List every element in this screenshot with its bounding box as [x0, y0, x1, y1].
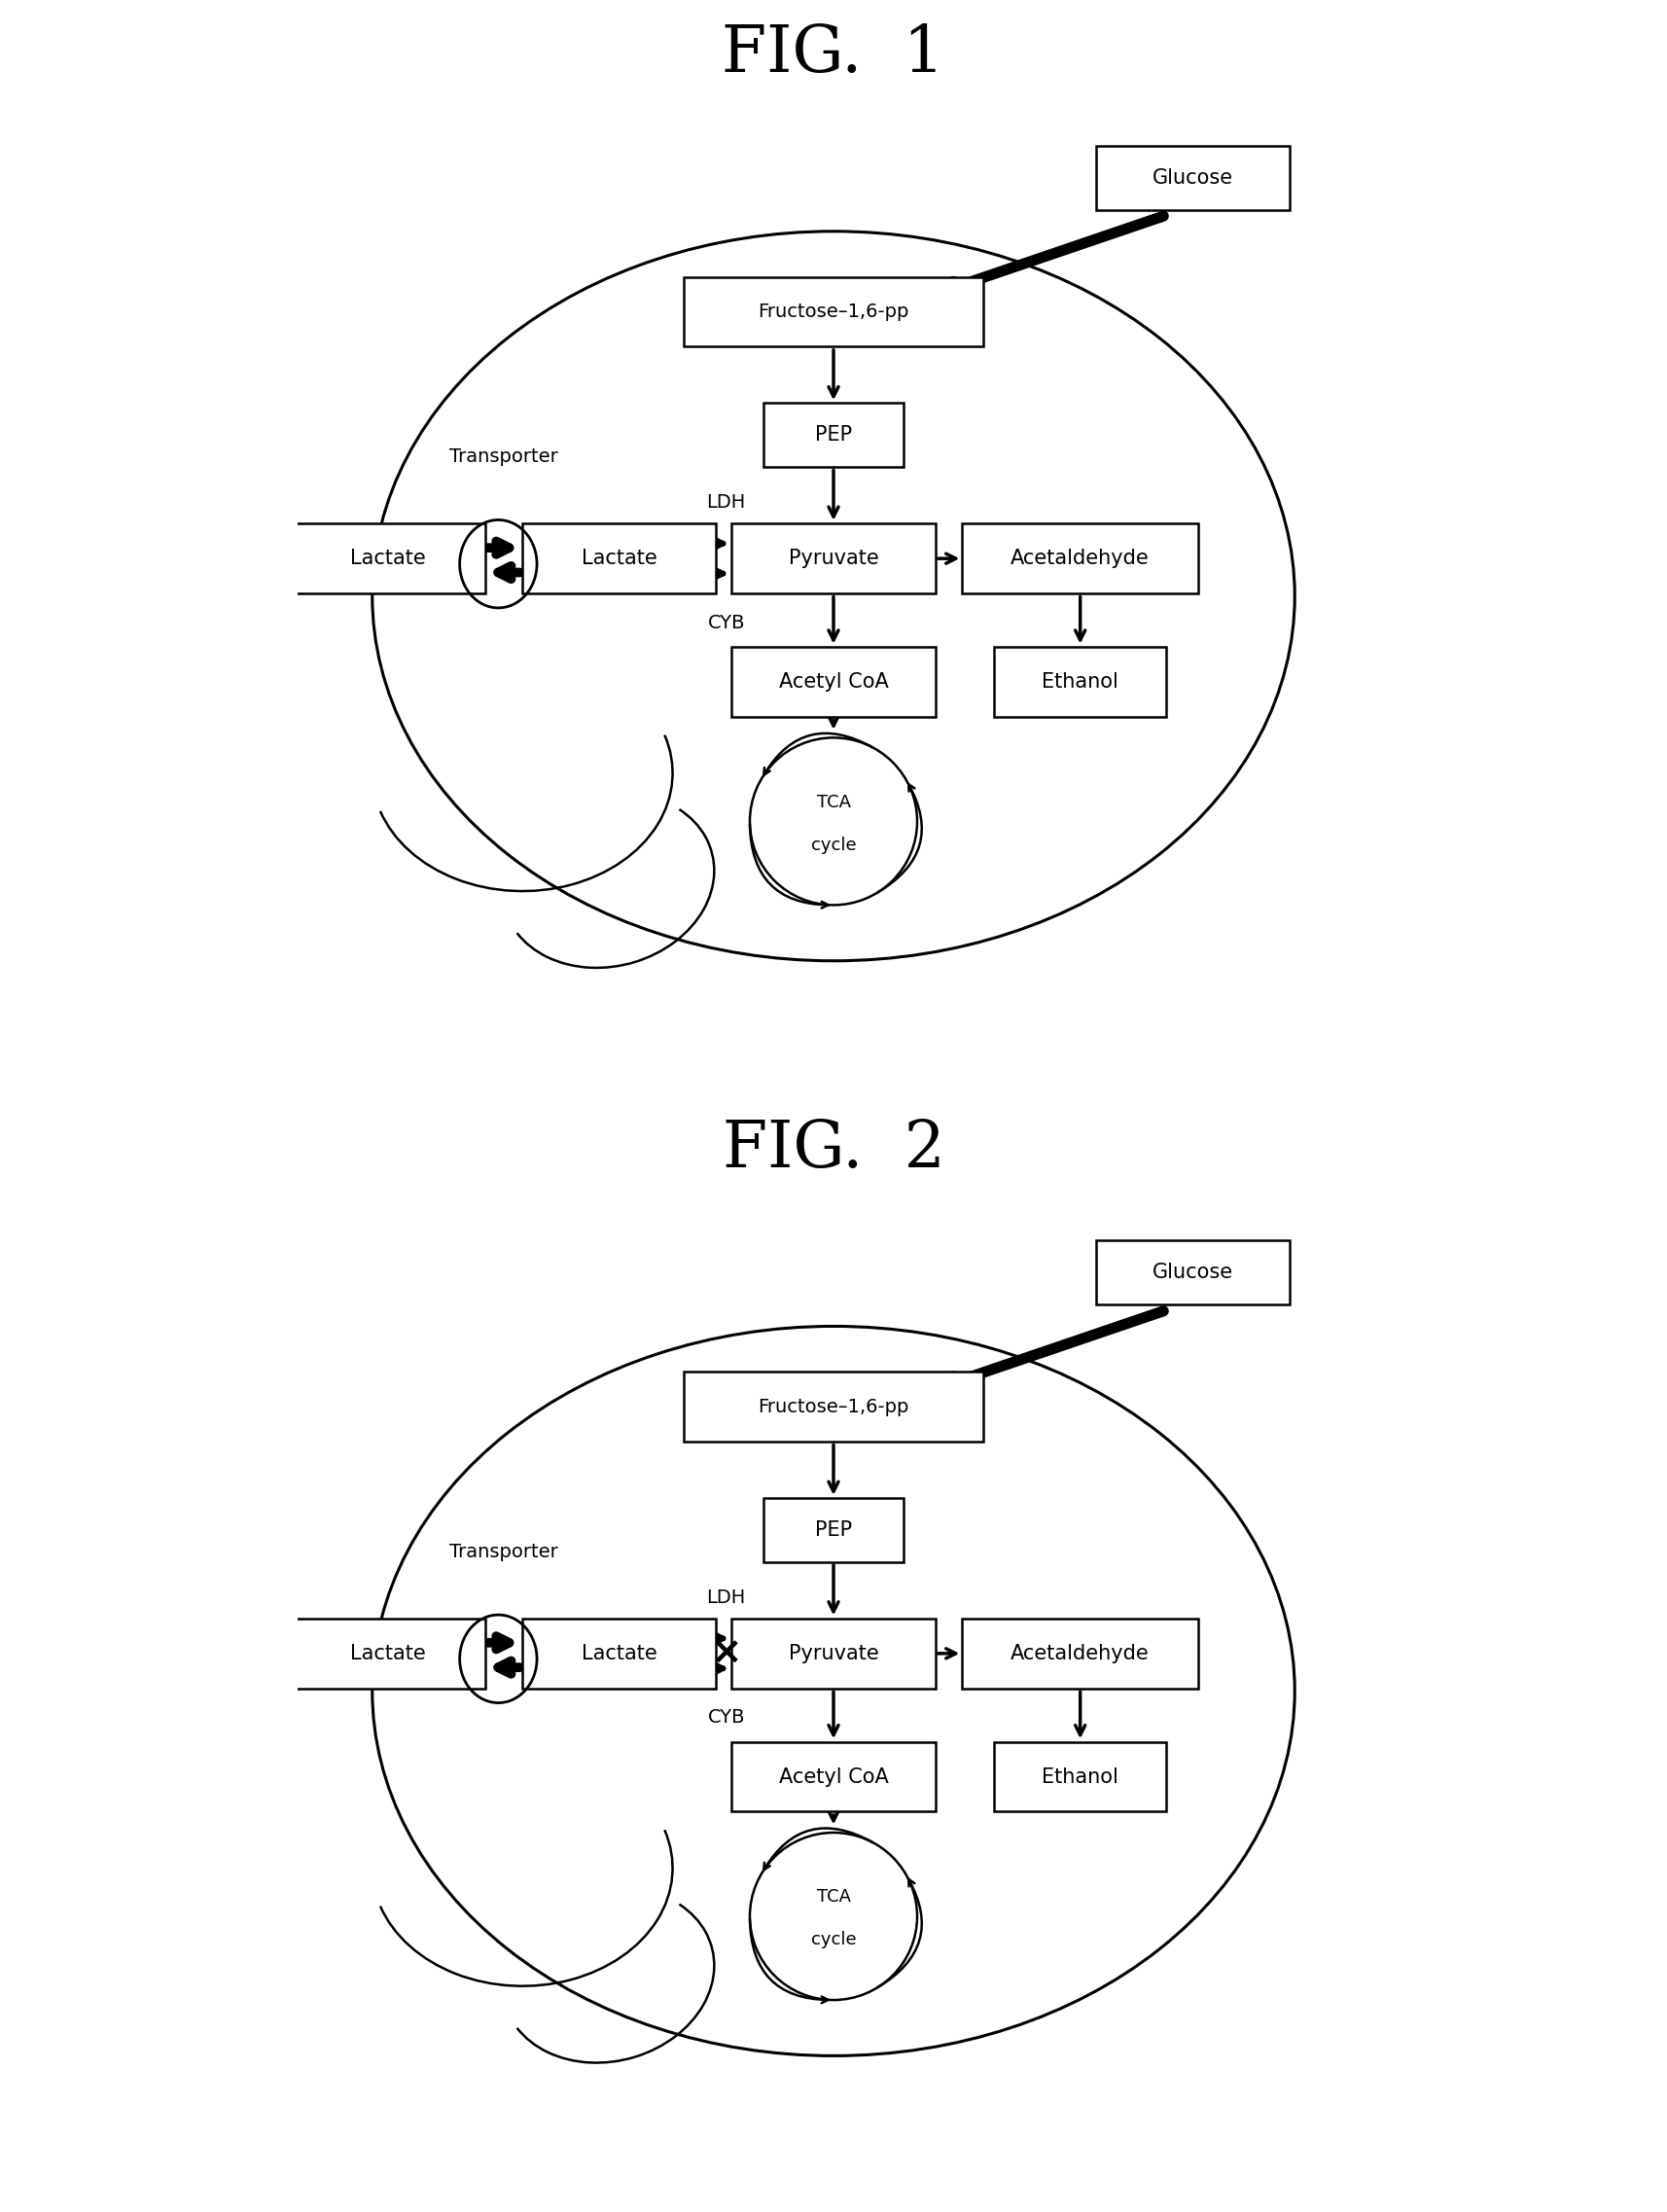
Text: LDH: LDH: [707, 493, 745, 511]
FancyBboxPatch shape: [292, 1619, 485, 1688]
FancyBboxPatch shape: [732, 1743, 935, 1812]
FancyBboxPatch shape: [522, 1619, 715, 1688]
Text: LDH: LDH: [707, 1588, 745, 1606]
FancyBboxPatch shape: [732, 648, 935, 717]
FancyBboxPatch shape: [763, 1498, 904, 1562]
Text: Glucose: Glucose: [1152, 1263, 1234, 1283]
Text: Glucose: Glucose: [1152, 168, 1234, 188]
Text: PEP: PEP: [815, 425, 852, 445]
Text: CYB: CYB: [707, 1708, 745, 1728]
FancyBboxPatch shape: [1097, 1241, 1289, 1305]
Text: Acetyl CoA: Acetyl CoA: [778, 1767, 889, 1787]
Text: TCA: TCA: [817, 794, 850, 812]
FancyBboxPatch shape: [292, 524, 485, 593]
Text: Lactate: Lactate: [582, 549, 657, 568]
Text: cycle: cycle: [810, 1931, 857, 1949]
Text: Lactate: Lactate: [350, 549, 427, 568]
FancyBboxPatch shape: [1097, 146, 1289, 210]
Text: Acetaldehyde: Acetaldehyde: [1010, 549, 1150, 568]
Text: Lactate: Lactate: [350, 1644, 427, 1663]
Text: TCA: TCA: [817, 1889, 850, 1907]
Text: ×: ×: [710, 1635, 742, 1672]
Text: Lactate: Lactate: [582, 1644, 657, 1663]
FancyBboxPatch shape: [732, 1619, 935, 1688]
Text: Transporter: Transporter: [450, 447, 558, 467]
Text: cycle: cycle: [810, 836, 857, 854]
Text: Transporter: Transporter: [450, 1542, 558, 1562]
FancyBboxPatch shape: [763, 403, 904, 467]
Text: Acetaldehyde: Acetaldehyde: [1010, 1644, 1150, 1663]
Text: Ethanol: Ethanol: [1042, 672, 1119, 692]
Text: Pyruvate: Pyruvate: [788, 1644, 879, 1663]
Text: Ethanol: Ethanol: [1042, 1767, 1119, 1787]
Text: PEP: PEP: [815, 1520, 852, 1540]
Text: Acetyl CoA: Acetyl CoA: [778, 672, 889, 692]
FancyBboxPatch shape: [962, 1619, 1199, 1688]
FancyBboxPatch shape: [962, 524, 1199, 593]
FancyBboxPatch shape: [995, 1743, 1165, 1812]
Text: CYB: CYB: [707, 613, 745, 633]
FancyBboxPatch shape: [995, 648, 1165, 717]
Text: Fructose–1,6-pp: Fructose–1,6-pp: [758, 303, 909, 321]
FancyBboxPatch shape: [683, 276, 984, 347]
Text: Pyruvate: Pyruvate: [788, 549, 879, 568]
Text: FIG.  2: FIG. 2: [722, 1117, 945, 1181]
FancyBboxPatch shape: [683, 1371, 984, 1442]
Text: FIG.  1: FIG. 1: [722, 22, 945, 86]
FancyBboxPatch shape: [732, 524, 935, 593]
Text: Fructose–1,6-pp: Fructose–1,6-pp: [758, 1398, 909, 1416]
FancyBboxPatch shape: [522, 524, 715, 593]
